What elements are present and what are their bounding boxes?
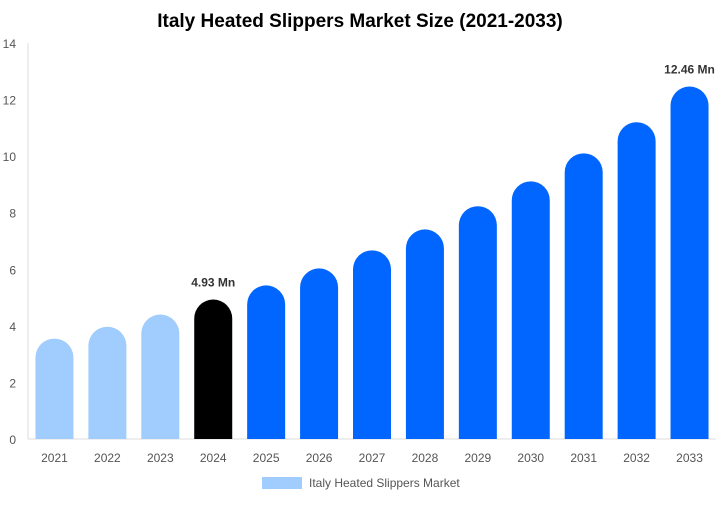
x-tick-label: 2027	[359, 451, 386, 465]
x-tick-label: 2024	[200, 451, 227, 465]
y-tick-label: 8	[9, 207, 16, 221]
y-tick-label: 12	[3, 94, 17, 108]
x-tick-label: 2023	[147, 451, 174, 465]
bar-2025[interactable]	[247, 285, 286, 439]
bar-2026[interactable]	[300, 268, 339, 439]
data-label: 12.46 Mn	[664, 63, 715, 77]
chart-title: Italy Heated Slippers Market Size (2021-…	[157, 11, 563, 32]
legend-swatch	[262, 477, 302, 489]
x-tick-label: 2025	[253, 451, 280, 465]
x-tick-label: 2026	[306, 451, 333, 465]
data-label: 4.93 Mn	[191, 276, 235, 290]
x-tick-label: 2031	[570, 451, 597, 465]
x-tick-label: 2029	[464, 451, 491, 465]
y-tick-label: 6	[9, 263, 16, 277]
x-tick-label: 2021	[41, 451, 68, 465]
bar-2032[interactable]	[617, 122, 656, 439]
bar-2027[interactable]	[353, 250, 391, 439]
bar-2030[interactable]	[511, 181, 550, 440]
legend-label: Italy Heated Slippers Market	[309, 476, 460, 490]
y-tick-label: 14	[3, 37, 17, 51]
bar-2021[interactable]	[35, 338, 74, 439]
bar-2023[interactable]	[141, 314, 180, 439]
x-tick-label: 2028	[412, 451, 439, 465]
x-tick-label: 2033	[676, 451, 703, 465]
x-tick-label: 2030	[517, 451, 544, 465]
x-tick-label: 2022	[94, 451, 121, 465]
y-tick-label: 0	[9, 433, 16, 447]
y-tick-label: 4	[9, 320, 16, 334]
legend[interactable]: Italy Heated Slippers Market	[262, 476, 460, 490]
bar-2031[interactable]	[564, 153, 603, 440]
bar-2033[interactable]	[670, 86, 709, 439]
y-tick-label: 10	[3, 150, 17, 164]
bar-2028[interactable]	[405, 229, 444, 439]
bar-2029[interactable]	[458, 206, 497, 439]
x-tick-label: 2032	[623, 451, 650, 465]
bar-2022[interactable]	[88, 326, 127, 439]
bar-2024[interactable]	[194, 299, 233, 439]
y-tick-label: 2	[9, 376, 16, 390]
